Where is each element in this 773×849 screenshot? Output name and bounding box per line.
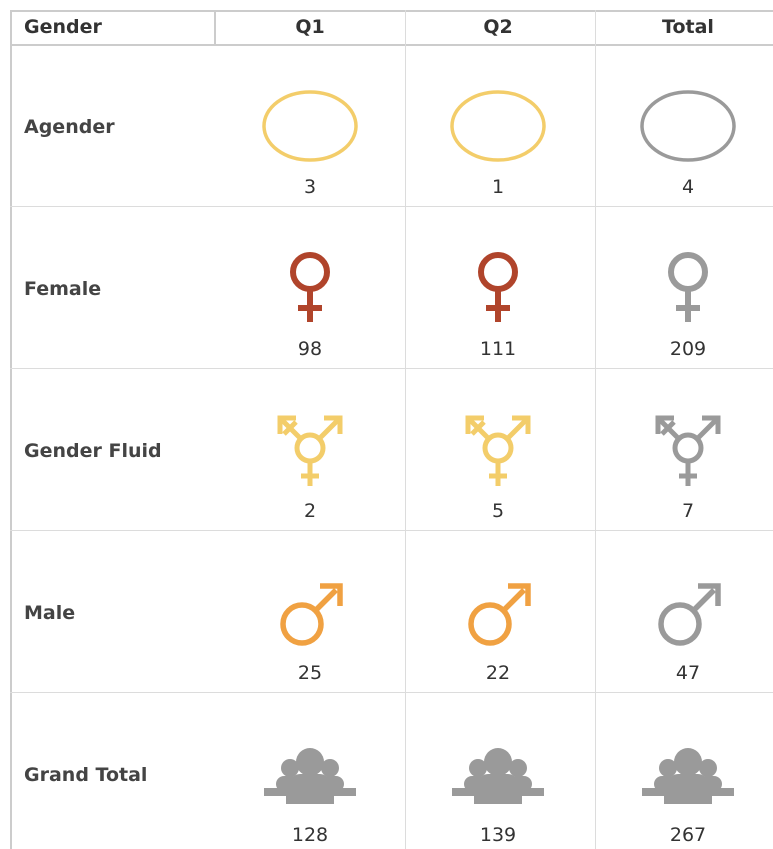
border-line	[10, 44, 773, 46]
row-label: Male	[24, 602, 76, 624]
gender-icon	[658, 583, 721, 646]
column-header: Total	[662, 16, 714, 38]
cell-value: 139	[479, 824, 517, 846]
cell-value: 7	[681, 500, 695, 522]
cell-value: 22	[485, 662, 511, 684]
cell-value: 47	[675, 662, 701, 684]
gender-icon	[668, 252, 708, 322]
border-line	[10, 10, 773, 12]
cell-value: 98	[297, 338, 323, 360]
gender-icon	[640, 90, 736, 162]
grid-line	[10, 206, 773, 207]
column-header: Q2	[483, 16, 513, 38]
grid-line	[10, 530, 773, 531]
grid-line	[595, 10, 596, 849]
gender-icon	[280, 583, 343, 646]
border-line	[10, 10, 12, 849]
cell-value: 1	[491, 176, 505, 198]
cell-value: 5	[491, 500, 505, 522]
grid-line	[10, 692, 773, 693]
row-label: Female	[24, 278, 102, 300]
cell-value: 3	[303, 176, 317, 198]
gender-icon	[452, 748, 544, 804]
gender-icon	[478, 252, 518, 322]
cell-value: 267	[669, 824, 707, 846]
cell-value: 25	[297, 662, 323, 684]
gender-icon	[468, 583, 531, 646]
column-header: Gender	[24, 16, 102, 38]
gender-icon	[642, 748, 734, 804]
column-header: Q1	[295, 16, 325, 38]
gender-icon	[277, 415, 343, 486]
grid-line	[405, 10, 406, 849]
cell-value: 4	[681, 176, 695, 198]
gender-icon	[465, 415, 531, 486]
gender-icon	[290, 252, 330, 322]
gender-icon	[264, 748, 356, 804]
border-line	[214, 10, 216, 44]
row-label: Grand Total	[24, 764, 148, 786]
gender-icon	[262, 90, 358, 162]
cell-value: 128	[291, 824, 329, 846]
cell-value: 209	[669, 338, 707, 360]
gender-icon	[655, 415, 721, 486]
grid-line	[10, 368, 773, 369]
row-label: Agender	[24, 116, 115, 138]
gender-icon	[450, 90, 546, 162]
cell-value: 111	[479, 338, 517, 360]
row-label: Gender Fluid	[24, 440, 162, 462]
cell-value: 2	[303, 500, 317, 522]
